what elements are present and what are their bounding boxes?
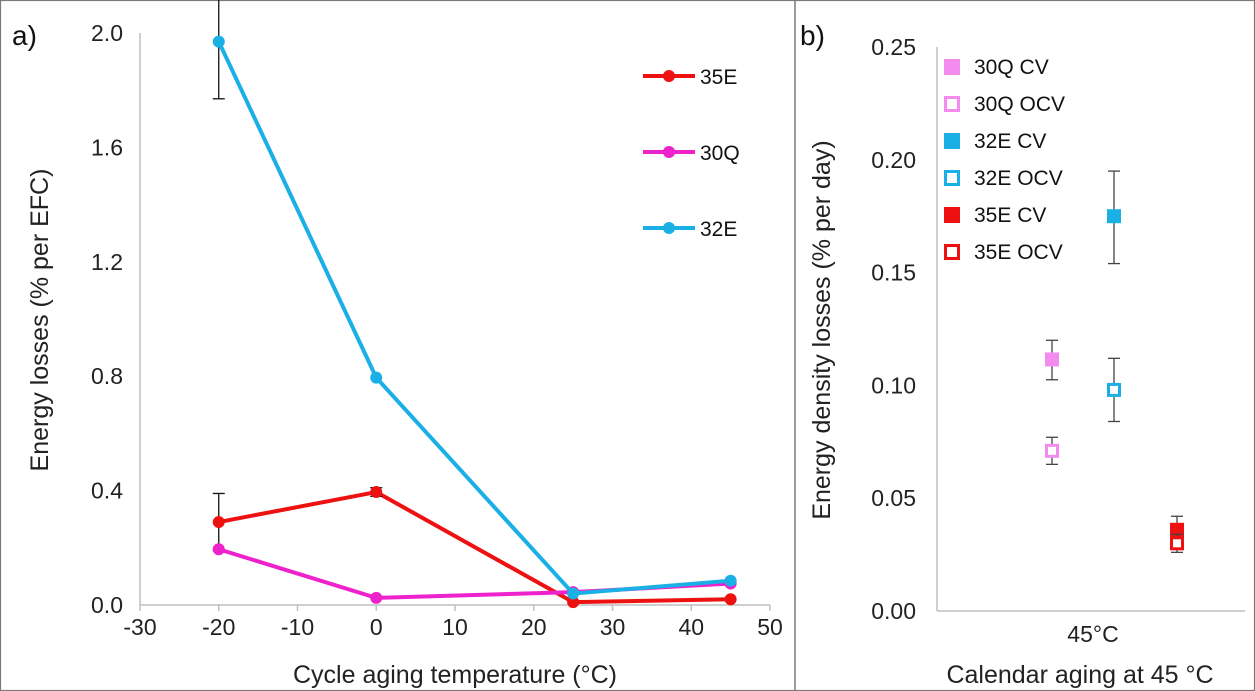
- point-35e-cv-marker: [1170, 522, 1184, 537]
- legend-32e-cv-swatch: [944, 133, 960, 149]
- panel-a-plot: 0.0 0.4 0.8 1.2 1.6 2.0 -30 -20 -10 0 10 20 30 40 50 35…: [91, 0, 783, 640]
- panel-a-x-axis-title: Cycle aging temperature (°C): [293, 661, 617, 689]
- legend-35e-cv-swatch: [944, 207, 960, 223]
- series-35e-point: [370, 486, 383, 499]
- panel-a-y-tick-label: 0.0: [91, 592, 123, 618]
- panel-a-x-tick-label: -20: [202, 614, 235, 640]
- legend-35e-ocv-swatch: [944, 244, 960, 260]
- legend-35e-ocv-label: 35E OCV: [974, 241, 1063, 264]
- series-35e-point: [567, 596, 580, 609]
- panel-b-y-tick-label: 0.05: [871, 485, 916, 511]
- panel-a-x-tick-label: -30: [123, 614, 156, 640]
- panel-b-y-tick-label: 0.20: [871, 147, 916, 173]
- point-30q-ocv-marker: [1045, 443, 1059, 458]
- legend-35e-swatch-marker: [663, 70, 675, 82]
- panel-a-y-tick-label: 1.2: [91, 249, 123, 275]
- series-30q-line: [218, 547, 731, 600]
- panel-a-x-tick-label: 30: [600, 614, 626, 640]
- panel-a-y-tick-label: 0.4: [91, 478, 123, 504]
- legend-30q-ocv-label: 30Q OCV: [974, 93, 1065, 116]
- panel-b-y-tick-label: 0.25: [871, 34, 916, 60]
- panel-b-x-axis-title: Calendar aging at 45 °C: [946, 661, 1213, 689]
- panel-a-x-tick-label: -10: [281, 614, 314, 640]
- legend-32e-ocv-swatch: [944, 170, 960, 186]
- point-30q-cv-marker: [1045, 352, 1059, 367]
- series-30q-point: [370, 591, 383, 604]
- series-30q-point: [212, 543, 225, 556]
- panel-a-y-axis-title: Energy losses (% per EFC): [26, 169, 54, 472]
- legend-35e-cv-label: 35E CV: [974, 204, 1046, 227]
- legend-35e-label: 35E: [700, 66, 737, 89]
- series-35e-point: [724, 593, 737, 606]
- panel-b-y-tick-label: 0.00: [871, 598, 916, 624]
- point-35e-ocv-marker: [1170, 536, 1184, 551]
- panel-a-x-tick-label: 50: [757, 614, 783, 640]
- panel-b-y-tick-label: 0.15: [871, 260, 916, 286]
- series-32e-point: [212, 35, 225, 48]
- series-35e-line: [218, 490, 731, 605]
- legend-32e-swatch-marker: [663, 222, 675, 234]
- legend-30q-label: 30Q: [700, 142, 740, 165]
- panel-b-plot: 0.00 0.05 0.10 0.15 0.20 0.25 30Q CV 30Q OCV 32E…: [871, 34, 1245, 624]
- panel-a-y-tick-label: 2.0: [91, 20, 123, 46]
- series-32e-point: [724, 574, 737, 587]
- point-32e-cv-marker: [1107, 209, 1121, 224]
- panel-a-x-tick-label: 20: [521, 614, 547, 640]
- panel-b-y-axis-title: Energy density losses (% per day): [808, 140, 836, 519]
- panel-a-label: a): [12, 20, 37, 51]
- legend-30q-ocv-swatch: [944, 96, 960, 112]
- panel-b-label: b): [800, 20, 825, 51]
- panel-b-category-label: 45°C: [1067, 621, 1118, 647]
- series-32e-line: [216, 40, 731, 596]
- panel-a-x-tick-label: 40: [678, 614, 704, 640]
- legend-32e-cv-label: 32E CV: [974, 130, 1046, 153]
- point-32e-ocv-marker: [1107, 382, 1121, 397]
- legend-32e-ocv-label: 32E OCV: [974, 167, 1063, 190]
- panel-b-y-tick-label: 0.10: [871, 372, 916, 398]
- series-35e-point: [212, 516, 225, 529]
- series-32e-point: [567, 587, 580, 600]
- legend-30q-cv-swatch: [944, 59, 960, 75]
- series-32e-point: [370, 371, 383, 384]
- panel-a-x-tick-label: 0: [370, 614, 383, 640]
- panel-a-y-tick-label: 0.8: [91, 363, 123, 389]
- legend-30q-swatch-marker: [663, 146, 675, 158]
- legend-30q-cv-label: 30Q CV: [974, 56, 1049, 79]
- panel-a-y-tick-label: 1.6: [91, 134, 123, 160]
- legend-32e-label: 32E: [700, 218, 737, 241]
- panel-a-x-tick-label: 10: [442, 614, 468, 640]
